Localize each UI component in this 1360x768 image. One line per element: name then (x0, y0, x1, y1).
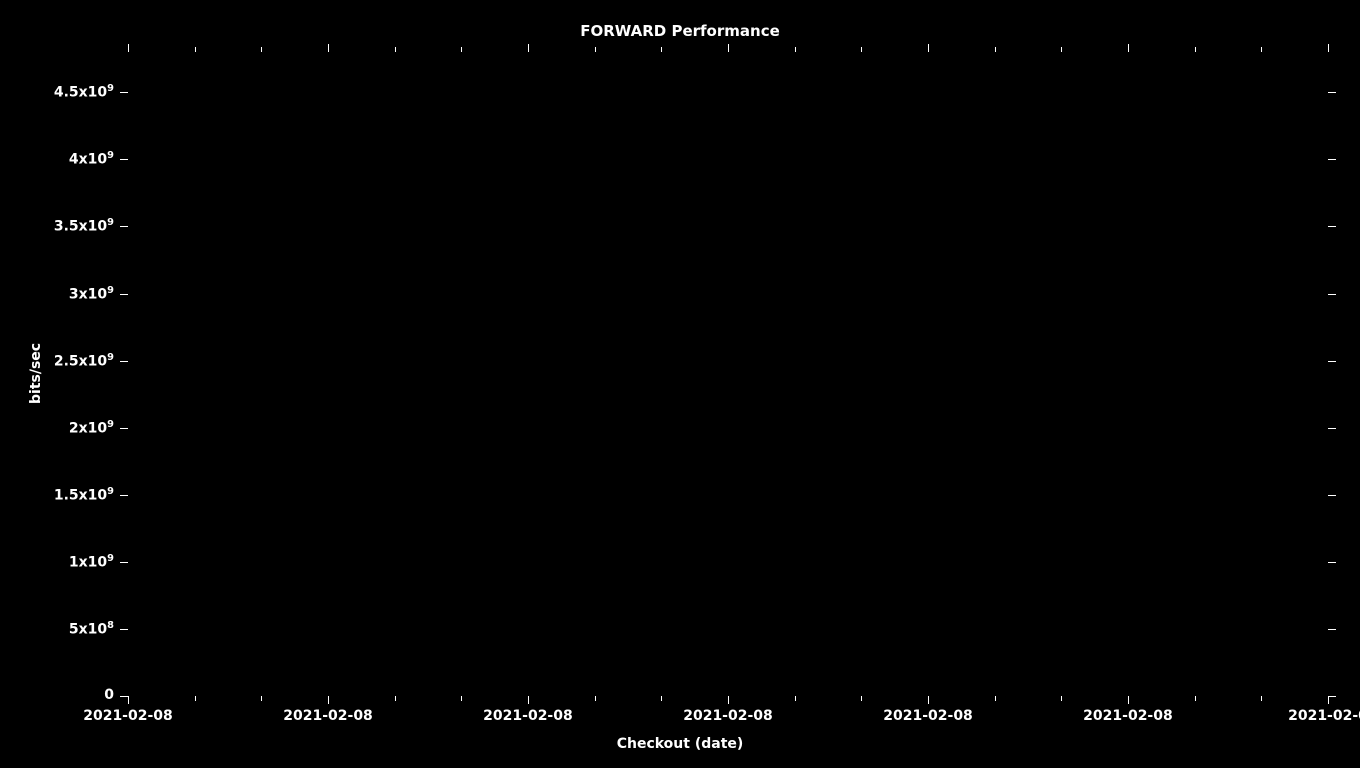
y-tick-right (1328, 428, 1336, 429)
y-tick-right (1328, 562, 1336, 563)
x-tick-major (1328, 696, 1329, 704)
x-tick-minor-top (661, 47, 662, 52)
x-tick-major-top (328, 44, 329, 52)
x-tick-major (528, 696, 529, 704)
y-tick (120, 226, 128, 227)
x-tick-minor-top (995, 47, 996, 52)
y-tick-right (1328, 696, 1336, 697)
x-tick-minor (995, 696, 996, 701)
chart-container: FORWARD Performance bits/sec Checkout (d… (0, 0, 1360, 768)
y-tick (120, 294, 128, 295)
x-tick-minor (595, 696, 596, 701)
y-tick-right (1328, 294, 1336, 295)
x-tick-major-top (1328, 44, 1329, 52)
y-tick-right (1328, 159, 1336, 160)
y-tick-label: 4.5x109 (54, 83, 114, 101)
x-tick-minor (195, 696, 196, 701)
y-tick-right (1328, 629, 1336, 630)
y-tick-label: 0 (104, 687, 114, 703)
y-axis-label: bits/sec (28, 343, 44, 404)
y-tick (120, 92, 128, 93)
x-tick-major-top (1128, 44, 1129, 52)
x-tick-minor-top (1061, 47, 1062, 52)
x-tick-minor (661, 696, 662, 701)
x-tick-major-top (728, 44, 729, 52)
x-tick-major (1128, 696, 1129, 704)
x-tick-minor (1061, 696, 1062, 701)
x-tick-minor-top (261, 47, 262, 52)
x-tick-label: 2021-02-08 (883, 708, 973, 724)
x-tick-major (328, 696, 329, 704)
y-tick-right (1328, 92, 1336, 93)
x-tick-major (128, 696, 129, 704)
x-tick-minor (795, 696, 796, 701)
x-tick-label: 2021-02-08 (483, 708, 573, 724)
y-tick (120, 428, 128, 429)
x-tick-minor (1195, 696, 1196, 701)
x-tick-minor-top (1195, 47, 1196, 52)
y-tick-label: 5x108 (69, 620, 114, 638)
y-tick-label: 2x109 (69, 419, 114, 437)
y-tick-right (1328, 226, 1336, 227)
x-tick-minor-top (395, 47, 396, 52)
x-tick-minor (261, 696, 262, 701)
y-tick (120, 696, 128, 697)
x-tick-minor (1261, 696, 1262, 701)
y-tick-right (1328, 361, 1336, 362)
x-tick-major-top (128, 44, 129, 52)
y-tick-label: 1x109 (69, 553, 114, 571)
x-tick-minor (461, 696, 462, 701)
y-tick (120, 562, 128, 563)
x-tick-minor-top (595, 47, 596, 52)
y-tick-right (1328, 495, 1336, 496)
y-tick-label: 1.5x109 (54, 486, 114, 504)
x-axis-label: Checkout (date) (0, 736, 1360, 752)
y-tick (120, 159, 128, 160)
x-tick-major (728, 696, 729, 704)
x-tick-minor-top (195, 47, 196, 52)
x-tick-label: 2021-02-0 (1288, 708, 1360, 724)
x-tick-minor (861, 696, 862, 701)
x-tick-label: 2021-02-08 (83, 708, 173, 724)
chart-title: FORWARD Performance (0, 22, 1360, 40)
x-tick-major-top (928, 44, 929, 52)
y-tick-label: 4x109 (69, 150, 114, 168)
x-tick-minor (395, 696, 396, 701)
x-tick-label: 2021-02-08 (683, 708, 773, 724)
y-tick (120, 495, 128, 496)
x-tick-label: 2021-02-08 (283, 708, 373, 724)
y-tick-label: 3.5x109 (54, 217, 114, 235)
x-tick-minor-top (795, 47, 796, 52)
y-tick-label: 3x109 (69, 285, 114, 303)
x-tick-minor-top (461, 47, 462, 52)
x-tick-major (928, 696, 929, 704)
y-tick-label: 2.5x109 (54, 352, 114, 370)
y-tick (120, 629, 128, 630)
x-tick-minor-top (1261, 47, 1262, 52)
x-tick-label: 2021-02-08 (1083, 708, 1173, 724)
y-tick (120, 361, 128, 362)
x-tick-minor-top (861, 47, 862, 52)
x-tick-major-top (528, 44, 529, 52)
